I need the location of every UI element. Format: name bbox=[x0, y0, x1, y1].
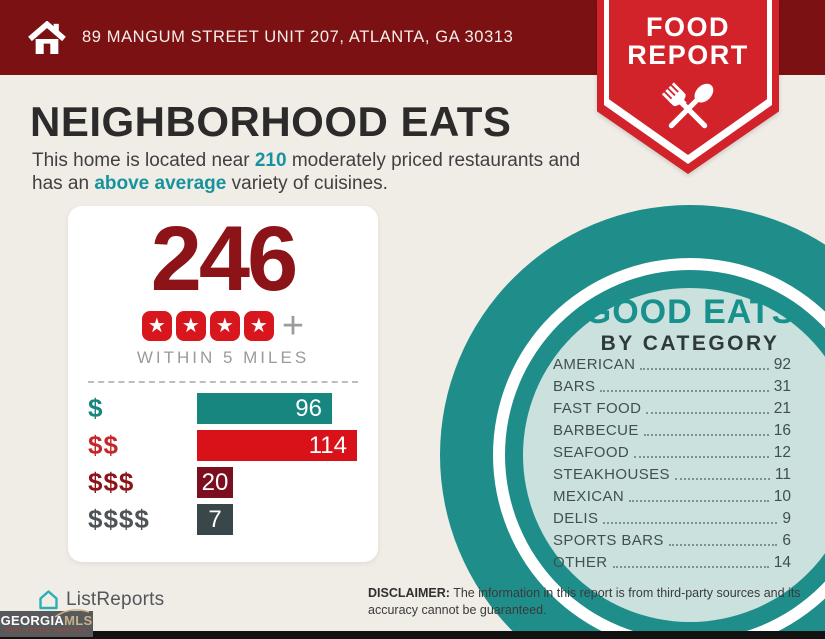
subtitle-text: This home is located near bbox=[32, 150, 255, 171]
category-row: SPORTS BARS 6 bbox=[553, 532, 791, 548]
listreports-wordmark: ListReports bbox=[66, 589, 165, 610]
category-row: BARBECUE 16 bbox=[553, 422, 791, 438]
category-count: 14 bbox=[773, 553, 791, 571]
food-report-badge: FOOD REPORT bbox=[597, 0, 779, 174]
mls-logo-mls: MLS bbox=[64, 613, 93, 628]
disclaimer-text: The information in this report is from t… bbox=[368, 586, 801, 617]
category-name: DELIS bbox=[553, 510, 599, 527]
category-name: SEAFOOD bbox=[553, 444, 630, 461]
page-title: NEIGHBORHOOD EATS bbox=[30, 98, 512, 145]
category-count: 12 bbox=[773, 443, 791, 461]
price-tier-bar-chart: $96 $$ 114 $$$ 20 $$$$ 7 bbox=[68, 393, 378, 536]
page-subtitle: This home is located near 210 moderately… bbox=[32, 149, 588, 195]
restaurant-summary-card: 246 ★ ★ ★ ★ + WITHIN 5 MILES $96 $$ 114 $$$ 20 $$… bbox=[68, 206, 378, 562]
mls-logo-georgia: GEORGIA bbox=[0, 613, 65, 628]
dotted-leader bbox=[643, 434, 769, 436]
dotted-leader bbox=[640, 368, 769, 370]
price-tier-label: $$$ bbox=[88, 467, 135, 498]
category-name: OTHER bbox=[553, 554, 608, 571]
category-count: 6 bbox=[782, 531, 791, 549]
price-tier-bar: 114 bbox=[197, 430, 357, 462]
dotted-leader bbox=[612, 566, 769, 568]
price-tier-row: $$$$ 7 bbox=[88, 504, 378, 536]
category-row: DELIS 9 bbox=[553, 510, 791, 526]
category-name: BARBECUE bbox=[553, 422, 639, 439]
dotted-leader bbox=[600, 390, 769, 392]
total-restaurant-count: 246 bbox=[150, 208, 299, 310]
category-count: 10 bbox=[773, 487, 791, 505]
price-tier-bar: 96 bbox=[197, 393, 332, 425]
category-name: FAST FOOD bbox=[553, 400, 642, 417]
bottom-bar bbox=[0, 631, 825, 639]
rating-stars: ★ ★ ★ ★ + bbox=[68, 305, 378, 348]
subtitle-text: moderately priced restaurants and has an bbox=[32, 150, 581, 195]
divider bbox=[88, 381, 358, 384]
plus-icon: + bbox=[281, 305, 305, 348]
subtitle-accent-text: 210 bbox=[254, 150, 287, 171]
listreports-logo: ListReports bbox=[36, 588, 164, 612]
category-name: SPORTS BARS bbox=[553, 532, 664, 549]
category-row: BARS 31 bbox=[553, 378, 791, 394]
subtitle-accent-text: above average bbox=[94, 173, 227, 195]
price-tier-bar: 20 bbox=[197, 467, 233, 499]
dotted-leader bbox=[674, 478, 770, 480]
category-row: SEAFOOD 12 bbox=[553, 444, 791, 460]
disclaimer-label: DISCLAIMER: bbox=[368, 586, 450, 600]
mls-swoosh-icon bbox=[54, 609, 90, 618]
dotted-leader bbox=[668, 544, 778, 546]
price-tier-row: $96 bbox=[88, 393, 378, 425]
price-tier-label: $$$$ bbox=[88, 504, 150, 535]
category-name: AMERICAN bbox=[553, 356, 636, 373]
star-icon: ★ bbox=[209, 311, 240, 342]
disclaimer: DISCLAIMER: The information in this repo… bbox=[368, 585, 825, 619]
category-name: MEXICAN bbox=[553, 488, 625, 505]
category-row: AMERICAN 92 bbox=[553, 356, 791, 372]
star-icon: ★ bbox=[141, 311, 172, 342]
category-count: 92 bbox=[773, 355, 791, 373]
category-row: FAST FOOD 21 bbox=[553, 400, 791, 416]
category-name: STEAKHOUSES bbox=[553, 466, 670, 483]
dotted-leader bbox=[603, 522, 778, 524]
star-icon: ★ bbox=[175, 311, 206, 342]
price-tier-row: $$$ 20 bbox=[88, 467, 378, 499]
category-count: 11 bbox=[774, 465, 791, 483]
category-row: MEXICAN 10 bbox=[553, 488, 791, 504]
category-list: AMERICAN 92 BARS 31 FAST FOOD 21 BARBECUE 16 SEA… bbox=[553, 356, 791, 576]
category-count: 31 bbox=[773, 377, 791, 395]
georgia-mls-logo: GEORGIAMLS REAL ESTATE SERVICES bbox=[0, 609, 93, 637]
home-icon bbox=[28, 20, 66, 54]
good-eats-title: GOOD EATS bbox=[584, 293, 796, 331]
subtitle-text: variety of cuisines. bbox=[226, 173, 388, 195]
category-count: 9 bbox=[782, 509, 791, 527]
badge-title-line2: REPORT bbox=[627, 39, 749, 70]
good-eats-subtitle: BY CATEGORY bbox=[600, 332, 780, 355]
category-count: 16 bbox=[773, 421, 791, 439]
mls-tagline: REAL ESTATE SERVICES bbox=[5, 628, 88, 634]
price-tier-bar: 7 bbox=[197, 504, 233, 536]
badge-title-line1: FOOD bbox=[646, 12, 730, 42]
category-row: STEAKHOUSES 11 bbox=[553, 466, 791, 482]
category-row: OTHER 14 bbox=[553, 554, 791, 570]
radius-label: WITHIN 5 MILES bbox=[136, 348, 310, 368]
price-tier-label: $ bbox=[88, 393, 104, 424]
price-tier-label: $$ bbox=[88, 430, 119, 461]
dotted-leader bbox=[634, 456, 769, 458]
price-tier-row: $$ 114 bbox=[88, 430, 378, 462]
dotted-leader bbox=[646, 412, 769, 414]
dotted-leader bbox=[629, 500, 769, 502]
property-address: 89 MANGUM STREET UNIT 207, ATLANTA, GA 3… bbox=[82, 28, 514, 46]
star-icon: ★ bbox=[243, 311, 274, 342]
listreports-house-icon bbox=[39, 590, 58, 610]
spoon-fork-icon bbox=[661, 82, 714, 129]
category-name: BARS bbox=[553, 378, 596, 395]
category-count: 21 bbox=[773, 399, 791, 417]
